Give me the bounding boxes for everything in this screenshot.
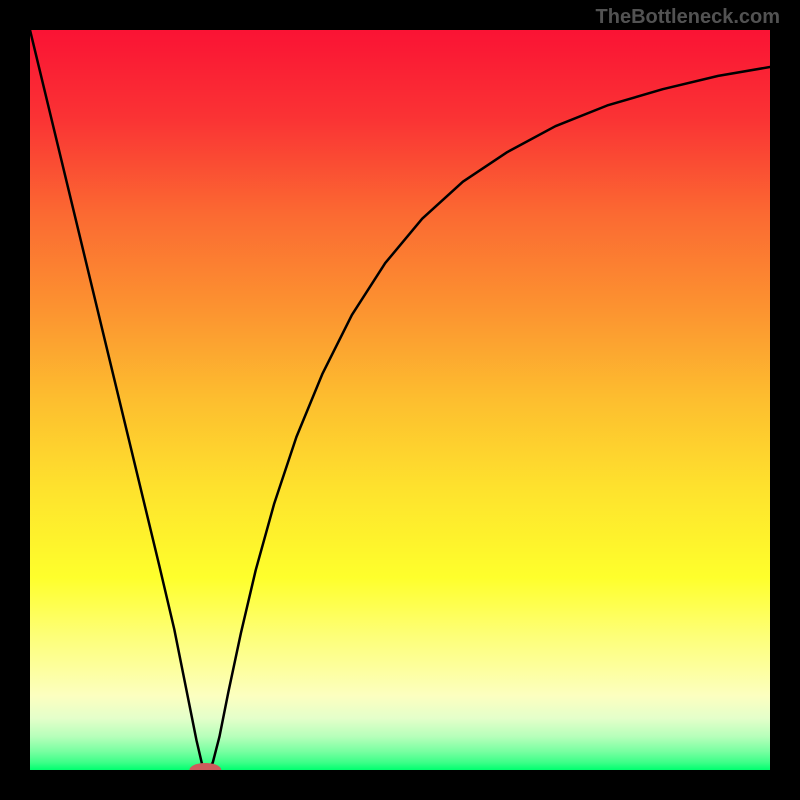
plot-area	[30, 30, 770, 770]
curve-layer	[30, 30, 770, 770]
optimal-marker	[189, 763, 221, 770]
watermark-text: TheBottleneck.com	[596, 6, 780, 29]
chart-container: TheBottleneck.com	[0, 0, 800, 800]
bottleneck-curve	[30, 30, 770, 770]
